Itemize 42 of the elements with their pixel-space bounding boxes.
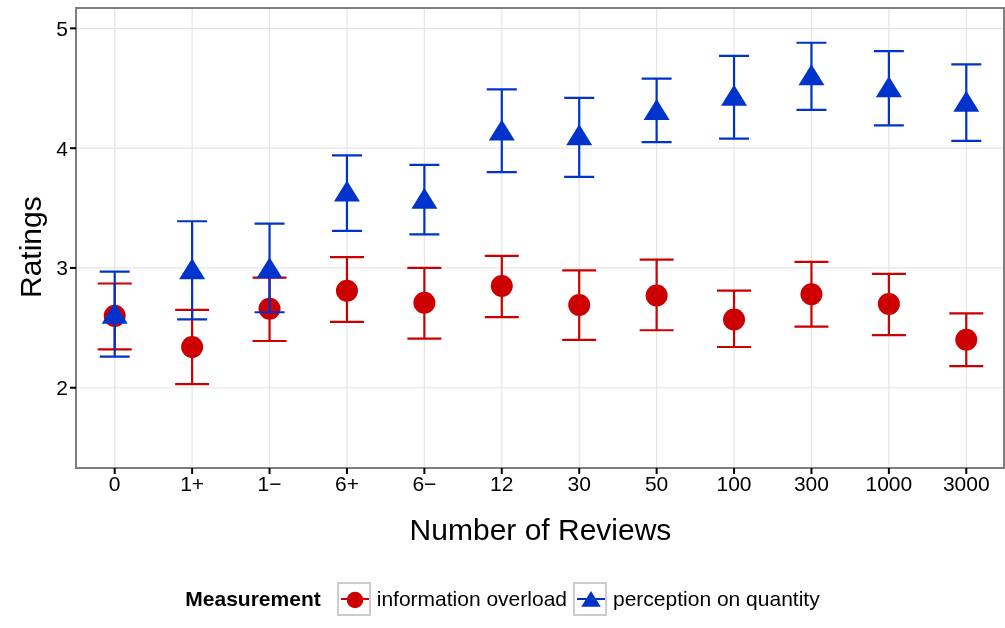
legend-title: Measurement [185,587,321,611]
point [488,119,515,141]
point [645,284,668,307]
x-axis-title: Number of Reviews [409,513,672,546]
point [955,328,978,351]
y-tick-label: 3 [56,256,68,280]
x-tick-label: 1− [257,471,282,495]
x-tick-label: 12 [490,471,514,495]
point [333,180,360,202]
x-tick-label: 0 [108,471,121,495]
x-tick-label: 300 [793,471,829,495]
point [411,187,438,209]
x-tick-label: 6+ [334,471,359,495]
point [643,99,670,121]
x-tick-label: 50 [644,471,669,495]
legend-label: information overload [376,587,567,611]
point [335,279,358,302]
x-tick-label: 6− [412,471,437,495]
point [798,64,825,86]
x-tick-label: 1+ [180,471,205,495]
x-tick-label: 3000 [942,471,990,495]
y-tick-label: 4 [56,136,69,160]
point [256,257,283,279]
x-tick-label: 30 [567,471,591,495]
y-tick-label: 2 [56,376,68,400]
point [877,292,900,315]
legend-label: perception on quantity [613,587,820,611]
point [566,124,593,146]
point [490,274,513,297]
point [568,294,591,317]
point [179,258,206,280]
point [723,308,746,331]
y-tick-label: 5 [56,16,68,40]
point [413,291,436,314]
point [181,336,204,359]
point [721,84,748,106]
point [953,90,980,112]
x-tick-label: 100 [716,471,752,495]
y-axis-title: Ratings [13,196,47,298]
point [875,76,902,98]
point [800,283,823,306]
x-tick-label: 1000 [865,471,913,495]
